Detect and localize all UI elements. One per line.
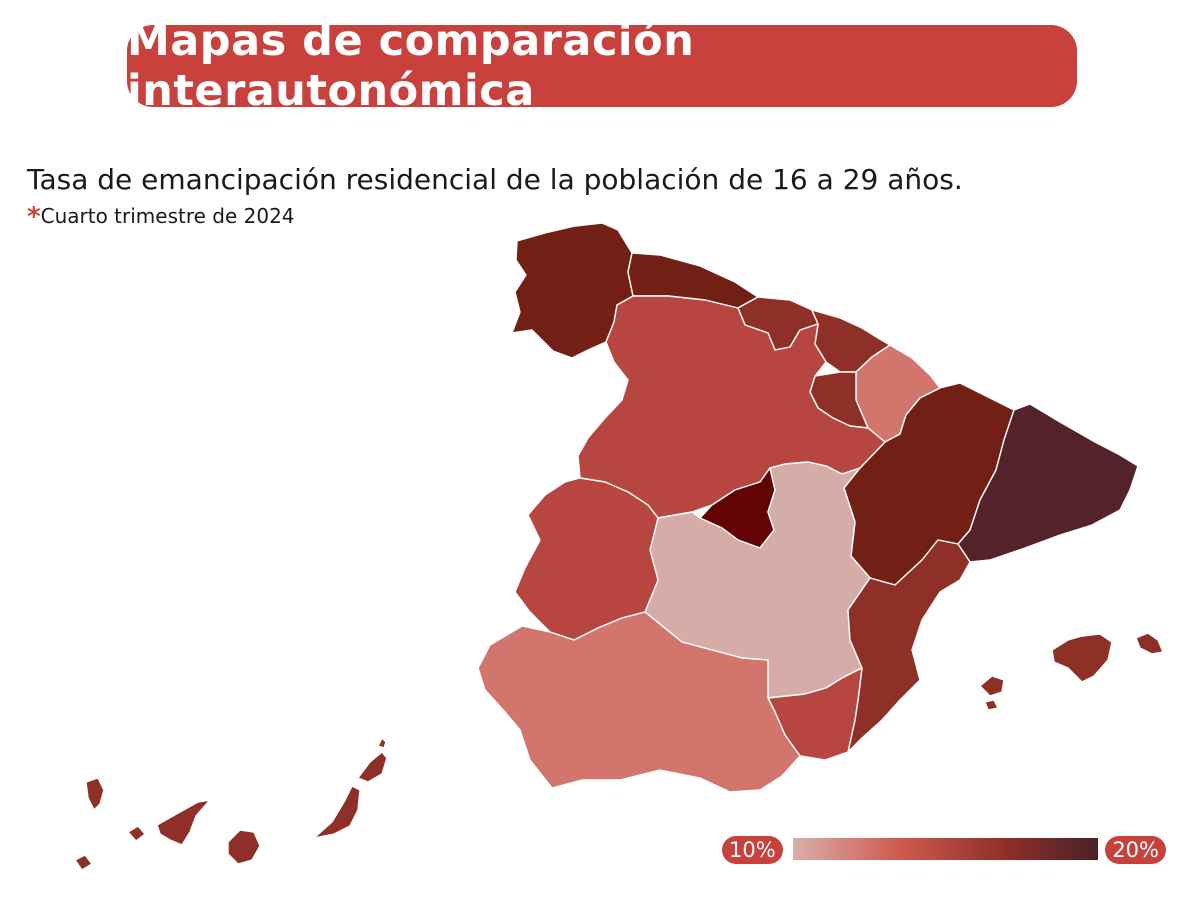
legend-gradient-bar [793, 838, 1098, 860]
title-banner: Mapas de comparación interautonómica [127, 16, 1077, 116]
period-note-text: Cuarto trimestre de 2024 [40, 204, 295, 228]
map-subtitle: Tasa de emancipación residencial de la p… [27, 163, 963, 196]
color-legend: 10% 20% [722, 836, 1166, 864]
region-canarias [74, 737, 388, 871]
region-cataluna [957, 403, 1139, 563]
asterisk-marker: * [27, 202, 41, 232]
page-title: Mapas de comparación interautonómica [127, 16, 695, 116]
period-note: *Cuarto trimestre de 2024 [27, 200, 295, 232]
legend-max-label: 20% [1105, 836, 1166, 864]
legend-min-label: 10% [722, 836, 783, 864]
region-andalucia [477, 611, 801, 793]
region-illes-balears [979, 632, 1164, 711]
